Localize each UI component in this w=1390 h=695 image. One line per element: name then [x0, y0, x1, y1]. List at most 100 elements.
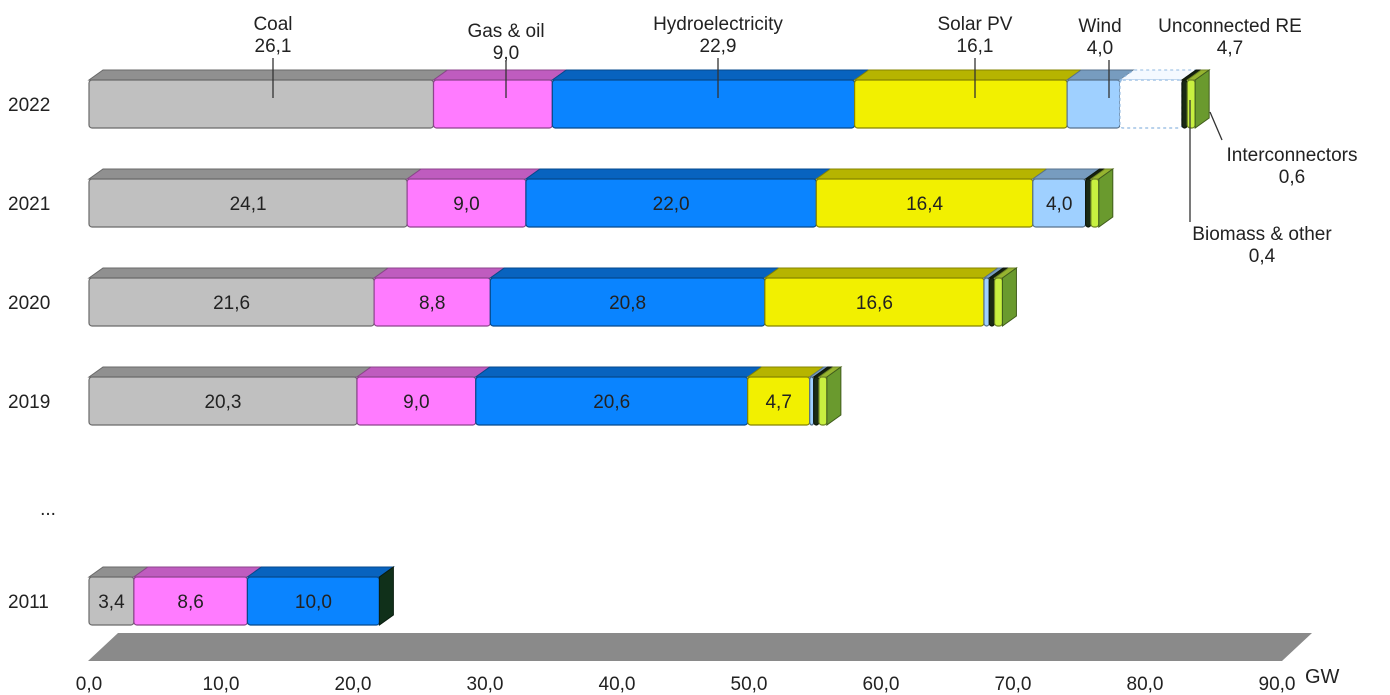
x-tick-label: 60,0 [863, 674, 900, 695]
bar-wind-2021 [1031, 168, 1102, 228]
callout-value: 22,9 [700, 36, 737, 57]
bar-label-coal-2019: 20,3 [204, 392, 241, 413]
x-tick-label: 20,0 [335, 674, 372, 695]
bar-hydroelectricity-2011-top [245, 566, 395, 578]
bar-gas-oil-2020-top [372, 267, 506, 279]
callout-unconnected-re: Unconnected RE4,7 [1158, 16, 1302, 59]
x-tick-label: 90,0 [1259, 674, 1296, 695]
row-ellipsis: ... [40, 499, 56, 520]
x-tick-label: 70,0 [995, 674, 1032, 695]
bar-wind-2020-front [983, 277, 990, 327]
bar-hydroelectricity-2022-top [550, 69, 871, 81]
callout-name: Biomass & other [1192, 224, 1332, 245]
callout-value: 0,4 [1249, 246, 1276, 267]
bar-label-solar-pv-2019: 4,7 [765, 392, 791, 413]
bar-coal-2019-top [87, 366, 373, 378]
bar-hydroelectricity-2021 [524, 168, 832, 228]
x-tick-label: 0,0 [76, 674, 102, 695]
bar-wind-2022-front [1066, 79, 1121, 129]
bar-end-cap-2019 [826, 366, 842, 426]
bar-hydroelectricity-2019 [474, 366, 764, 426]
year-label: 2020 [8, 293, 50, 314]
bar-solar-pv-2020-top [763, 267, 1000, 279]
year-label: 2019 [8, 392, 50, 413]
year-label: 2011 [8, 592, 49, 613]
bar-end-cap-2020 [1001, 267, 1017, 327]
bar-wind-2019 [808, 366, 830, 426]
bar-row-2011 [87, 566, 395, 626]
bar-interconnectors-2019-front [818, 376, 828, 426]
bar-coal-2020-top [87, 267, 390, 279]
callout-name: Hydroelectricity [653, 14, 783, 35]
x-unit-label: GW [1305, 666, 1340, 688]
bar-hydroelectricity-2019-top [474, 366, 764, 378]
x-tick-label: 50,0 [731, 674, 768, 695]
bar-gas-oil-2011 [132, 566, 263, 626]
bar-gas-oil-2021 [405, 168, 542, 228]
bar-solar-pv-2022-front [853, 79, 1068, 129]
bar-wind-2022 [1065, 69, 1136, 129]
chart-floor [88, 633, 1312, 661]
bar-biomass-other-2019-front [813, 376, 820, 426]
bar-end-cap-2022 [1194, 69, 1210, 129]
bar-label-gas-oil-2011: 8,6 [177, 592, 203, 613]
bar-end-cap-2021 [1098, 168, 1114, 228]
callout-name: Gas & oil [467, 21, 544, 42]
bar-interconnectors-2022-front [1186, 79, 1196, 129]
bar-solar-pv-2020 [763, 267, 1000, 327]
x-axis: 0,0 10,0 20,0 30,0 40,0 50,0 60,0 70,0 80,0 90,0 G… [40, 499, 1339, 695]
bar-end-cap-2011 [378, 566, 394, 626]
bar-hydroelectricity-2022 [550, 69, 871, 129]
bar-label-hydroelectricity-2021: 22,0 [653, 194, 690, 215]
bar-label-coal-2021: 24,1 [230, 194, 267, 215]
x-tick-label: 40,0 [599, 674, 636, 695]
callout-name: Unconnected RE [1158, 16, 1302, 37]
bar-gas-oil-2019 [355, 366, 492, 426]
bars [87, 69, 1211, 626]
callout-value: 4,0 [1087, 38, 1113, 59]
callout-name: Coal [253, 14, 292, 35]
bar-label-gas-oil-2021: 9,0 [453, 194, 479, 215]
bar-solar-pv-2021-top [814, 168, 1049, 180]
x-tick-label: 30,0 [467, 674, 504, 695]
bar-biomass-other-2022-front [1181, 79, 1188, 129]
callout-leader [1209, 111, 1223, 141]
bar-unconnected-re-2022 [1118, 69, 1198, 129]
bar-biomass-other-2020-front [988, 277, 996, 327]
callout-name: Interconnectors [1227, 145, 1358, 166]
bar-coal-2022 [87, 69, 450, 129]
year-label: 2021 [8, 194, 50, 215]
bar-coal-2022-top [87, 69, 450, 81]
bar-gas-oil-2022-front [432, 79, 553, 129]
bar-hydroelectricity-2021-top [524, 168, 832, 180]
callout-value: 9,0 [493, 43, 519, 64]
bar-label-gas-oil-2019: 9,0 [403, 392, 429, 413]
x-tick-label: 80,0 [1127, 674, 1164, 695]
bar-gas-oil-2021-top [405, 168, 542, 180]
bar-label-coal-2020: 21,6 [213, 293, 250, 314]
callout-name: Solar PV [938, 14, 1013, 35]
bar-label-wind-2021: 4,0 [1046, 194, 1072, 215]
bar-label-hydroelectricity-2011: 10,0 [295, 592, 332, 613]
bar-solar-pv-2019 [746, 366, 826, 426]
bar-interconnectors-2020-front [993, 277, 1004, 327]
bar-solar-pv-2022-top [853, 69, 1083, 81]
bar-unconnected-re-2022-front [1119, 79, 1183, 129]
bar-solar-pv-2022 [853, 69, 1083, 129]
bar-gas-oil-2019-top [355, 366, 492, 378]
bar-gas-oil-2022 [431, 69, 568, 129]
bar-row-2022 [87, 69, 1211, 129]
bar-label-gas-oil-2020: 8,8 [419, 293, 445, 314]
bar-label-solar-pv-2020: 16,6 [856, 293, 893, 314]
bar-coal-2020 [87, 267, 390, 327]
callout-name: Wind [1078, 16, 1121, 37]
bar-biomass-other-2020 [987, 267, 1011, 327]
bar-row-2020 [87, 267, 1019, 327]
callout-value: 16,1 [957, 36, 994, 57]
